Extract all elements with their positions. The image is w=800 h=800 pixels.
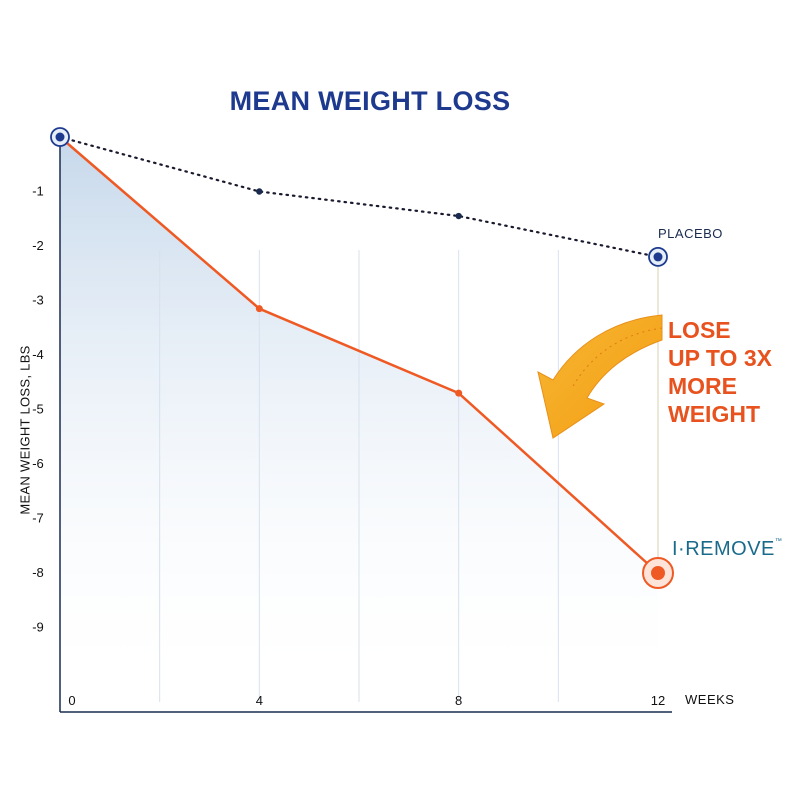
y-tick-label: -7: [32, 511, 44, 526]
iremove-data-point: [255, 305, 263, 313]
callout-line: WEIGHT: [668, 401, 760, 427]
x-axis-unit-label: WEEKS: [685, 692, 735, 707]
placebo-series-line: [58, 135, 660, 258]
x-tick-label: 4: [256, 693, 263, 708]
callout-text: LOSE UP TO 3X MORE WEIGHT: [668, 316, 772, 428]
x-tick-label: 8: [455, 693, 462, 708]
placebo-data-point: [55, 132, 65, 142]
y-axis-label: MEAN WEIGHT LOSS, LBS: [17, 345, 33, 515]
measuring-tape-arrow-icon: [537, 314, 663, 439]
callout-line: LOSE: [668, 317, 731, 343]
brand-name: I·REMOVE: [672, 538, 775, 560]
x-tick-label: 0: [68, 693, 75, 708]
iremove-data-point: [651, 566, 665, 580]
y-tick-label: -5: [32, 402, 44, 417]
y-tick-label: -8: [32, 565, 44, 580]
y-tick-label: -4: [32, 347, 44, 362]
iremove-data-point: [455, 389, 463, 397]
y-tick-label: -1: [32, 184, 44, 199]
y-tick-label: -3: [32, 293, 44, 308]
brand-trademark: ™: [774, 538, 783, 545]
placebo-data-point: [455, 212, 462, 220]
placebo-series-label: PLACEBO: [658, 226, 723, 241]
placebo-data-point: [653, 252, 663, 262]
y-tick-label: -2: [32, 238, 44, 253]
brand-logo: I·REMOVE™: [672, 538, 782, 561]
x-tick-label: 12: [651, 693, 665, 708]
callout-line: MORE: [668, 373, 737, 399]
chart-title: MEAN WEIGHT LOSS: [229, 86, 511, 116]
callout-line: UP TO 3X: [668, 345, 772, 371]
iremove-series-line: [59, 136, 659, 574]
y-tick-label: -6: [32, 456, 44, 471]
placebo-data-point: [256, 188, 263, 195]
y-tick-label: -9: [32, 620, 44, 635]
